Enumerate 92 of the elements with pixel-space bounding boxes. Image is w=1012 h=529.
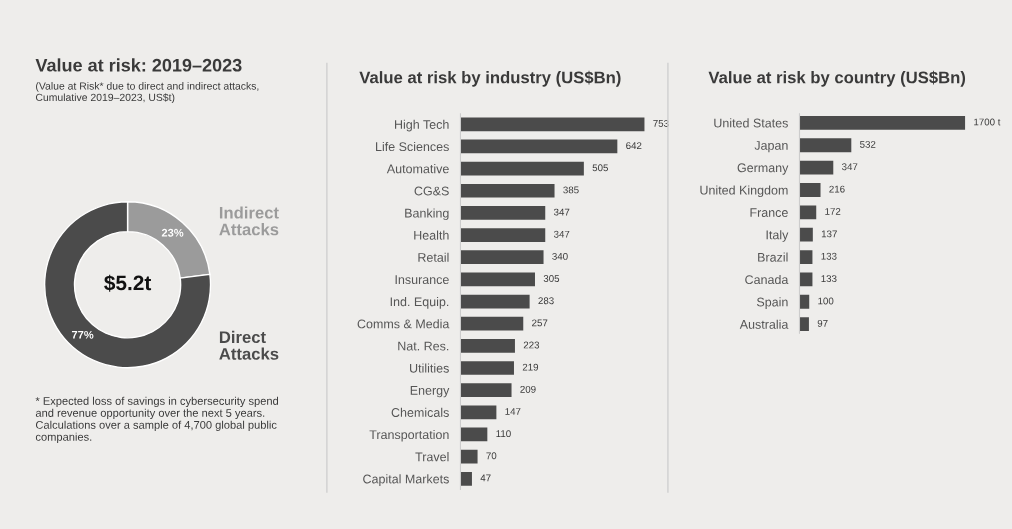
data-label: 133 — [821, 275, 837, 283]
y-tick-label: Automative — [386, 164, 449, 174]
data-label: 347 — [553, 208, 570, 216]
data-label: 209 — [520, 385, 536, 393]
y-tick-label: Germany — [737, 163, 789, 175]
data-label: 133 — [821, 252, 837, 260]
data-label: 23% — [161, 228, 184, 237]
y-tick-label: Insurance — [395, 275, 449, 285]
y-tick-label: United Kingdom — [700, 185, 788, 198]
data-label: 110 — [496, 430, 511, 438]
chart-title: Value at risk: 2019–2023 — [35, 58, 242, 72]
text: $5.2t — [104, 274, 152, 292]
bar — [799, 138, 852, 153]
bar — [460, 338, 515, 353]
data-label: 305 — [543, 275, 560, 282]
bar — [460, 272, 535, 287]
data-label: 347 — [553, 230, 570, 238]
bar — [460, 361, 514, 375]
y-tick-label: Energy — [410, 386, 450, 398]
data-label: 257 — [532, 319, 548, 327]
y-tick-label: France — [750, 208, 788, 217]
y-tick-label: Ind. Equip. — [390, 297, 449, 309]
data-label: 505 — [592, 164, 609, 172]
y-tick-label: United States — [714, 118, 788, 128]
bar — [460, 294, 530, 309]
chart-title: Value at risk by industry (US$Bn) — [359, 70, 621, 87]
donut-slice — [43, 201, 212, 369]
data-label: 70 — [486, 452, 497, 460]
y-tick-label: Brazil — [758, 252, 788, 262]
data-label: 77% — [71, 330, 94, 339]
y-tick-label: Retail — [418, 252, 449, 262]
y-tick-label: Nat. Res. — [398, 341, 449, 351]
bar — [460, 383, 512, 398]
y-tick-label: High Tech — [395, 119, 449, 132]
data-label: 223 — [523, 341, 540, 349]
bar — [460, 405, 497, 420]
slice-label: Indirect Attacks — [219, 206, 279, 236]
data-label: 100 — [818, 297, 834, 305]
y-tick-label: Spain — [756, 297, 788, 309]
y-tick-label: Italy — [766, 230, 789, 242]
bar — [460, 206, 546, 220]
bar — [460, 427, 488, 442]
bar — [799, 317, 809, 332]
bar — [799, 272, 813, 287]
bar — [799, 294, 810, 309]
y-tick-label: Health — [414, 230, 449, 240]
y-tick-label: Australia — [739, 319, 789, 329]
bar — [460, 117, 645, 132]
y-tick-label: Transportation — [369, 429, 449, 442]
data-label: 753 — [653, 120, 669, 127]
y-tick-label: Utilities — [410, 363, 449, 373]
bar — [460, 183, 555, 198]
data-label: 1700 t — [974, 118, 1001, 126]
bar — [460, 449, 478, 464]
data-label: 642 — [626, 142, 642, 150]
data-label: 147 — [505, 408, 521, 415]
data-label: 216 — [829, 185, 845, 193]
bar — [460, 228, 546, 242]
data-label: 97 — [817, 319, 828, 327]
bar — [799, 227, 813, 242]
y-tick-label: CG&S — [414, 186, 449, 196]
data-label: 137 — [821, 230, 837, 238]
bar — [460, 161, 584, 176]
data-label: 347 — [841, 163, 858, 171]
bar — [460, 250, 544, 265]
bar — [460, 316, 524, 331]
bar — [799, 205, 817, 220]
y-tick-label: Chemicals — [391, 407, 449, 417]
text: * Expected loss of savings in cybersecurity spend and revenue opportunity over the next 5 years. Calculations over a sample of 4,700 global public companies. — [35, 396, 279, 444]
bar — [799, 115, 966, 130]
chart-title: Value at risk by country (US$Bn) — [708, 70, 966, 87]
y-tick-label: Canada — [745, 274, 789, 285]
bar — [799, 250, 813, 264]
data-label: 219 — [522, 363, 539, 371]
data-label: 47 — [480, 474, 491, 482]
y-tick-label: Travel — [415, 452, 449, 462]
bar — [799, 160, 834, 175]
chart-subtitle: (Value at Risk* due to direct and indirect attacks, Cumulative 2019–2023, US$t) — [35, 82, 259, 104]
bar — [460, 471, 472, 486]
y-tick-label: Life Sciences — [376, 141, 449, 152]
data-label: 532 — [860, 140, 876, 148]
data-label: 283 — [538, 297, 554, 305]
y-tick-label: Japan — [754, 141, 788, 153]
y-tick-label: Capital Markets — [363, 474, 449, 486]
bar — [460, 139, 618, 154]
y-tick-label: Comms & Media — [357, 319, 450, 329]
y-tick-label: Banking — [405, 208, 449, 221]
bar — [799, 183, 821, 197]
data-label: 340 — [552, 252, 568, 260]
data-label: 385 — [563, 186, 579, 194]
data-label: 172 — [825, 208, 841, 215]
slice-label: Direct Attacks — [219, 330, 279, 360]
